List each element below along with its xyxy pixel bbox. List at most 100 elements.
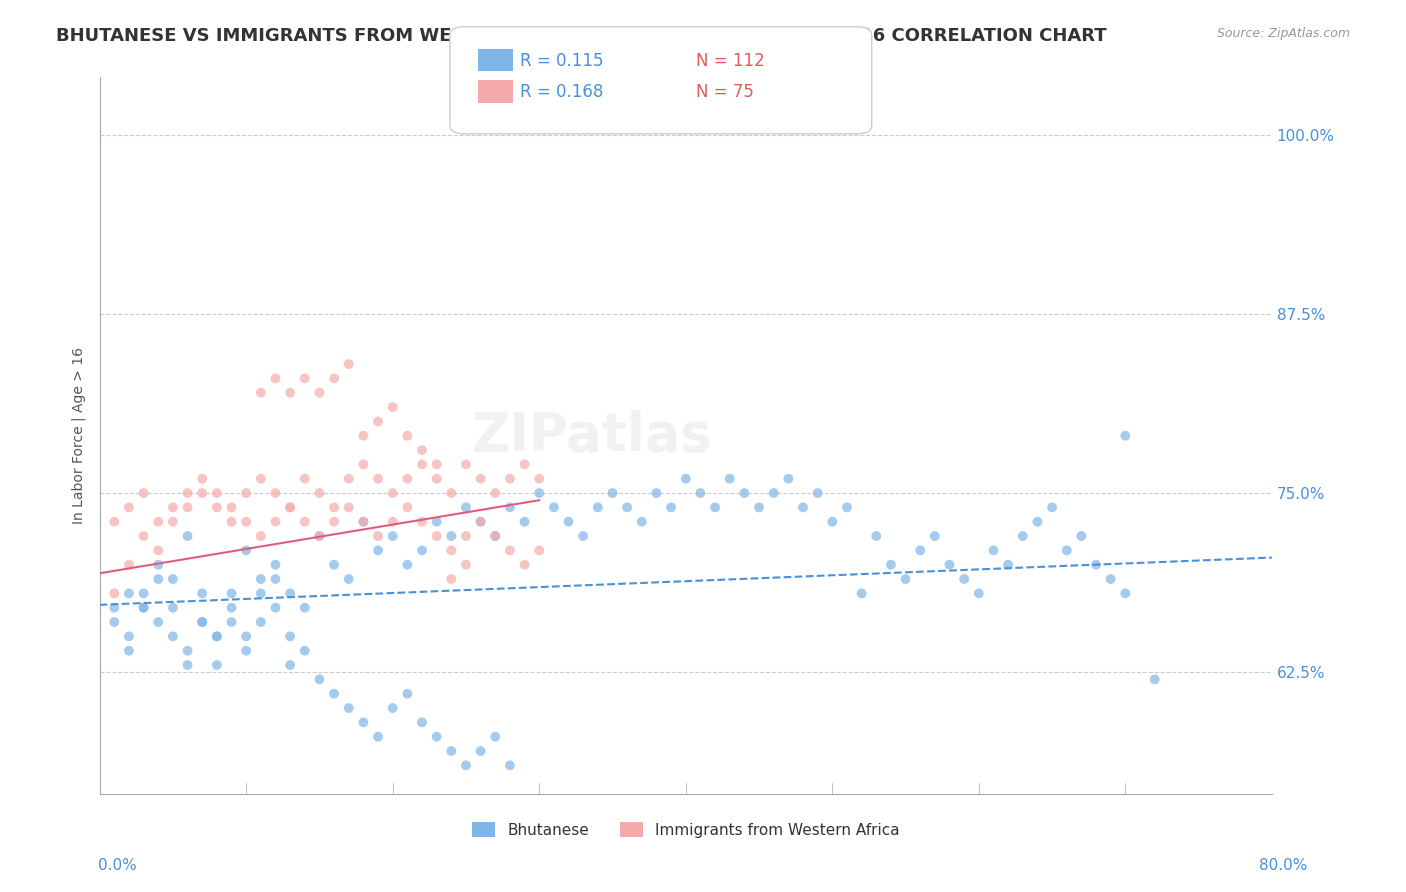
Point [367, 472, 389, 486]
Text: 80.0%: 80.0% [1260, 858, 1308, 872]
Point [221, 600, 243, 615]
Point [294, 472, 316, 486]
Point [1040, 500, 1063, 515]
Text: R = 0.115: R = 0.115 [520, 52, 603, 70]
Point [381, 701, 404, 715]
Point [118, 643, 141, 657]
Point [205, 629, 228, 643]
Point [337, 472, 360, 486]
Point [381, 515, 404, 529]
Point [529, 486, 551, 500]
Point [675, 472, 697, 486]
Point [499, 758, 522, 772]
Point [337, 500, 360, 515]
Point [323, 515, 346, 529]
Point [250, 529, 273, 543]
Point [426, 472, 449, 486]
Point [118, 558, 141, 572]
Point [352, 515, 374, 529]
Legend: Bhutanese, Immigrants from Western Africa: Bhutanese, Immigrants from Western Afric… [465, 815, 905, 844]
Point [967, 586, 990, 600]
Point [191, 472, 214, 486]
Point [411, 543, 433, 558]
Point [367, 543, 389, 558]
Point [352, 515, 374, 529]
Point [235, 486, 257, 500]
Point [426, 730, 449, 744]
Point [221, 515, 243, 529]
Point [294, 371, 316, 385]
Text: N = 112: N = 112 [696, 52, 765, 70]
Point [191, 615, 214, 629]
Point [278, 385, 301, 400]
Point [513, 558, 536, 572]
Point [630, 515, 652, 529]
Point [426, 529, 449, 543]
Point [323, 687, 346, 701]
Point [103, 515, 125, 529]
Point [278, 629, 301, 643]
Point [235, 643, 257, 657]
Point [1085, 558, 1108, 572]
Point [865, 529, 887, 543]
Point [337, 572, 360, 586]
Point [440, 543, 463, 558]
Point [529, 472, 551, 486]
Point [176, 529, 198, 543]
Point [821, 515, 844, 529]
Point [704, 500, 727, 515]
Point [132, 600, 155, 615]
Point [176, 643, 198, 657]
Point [440, 572, 463, 586]
Point [454, 758, 477, 772]
Point [983, 543, 1005, 558]
Point [396, 558, 419, 572]
Point [308, 486, 330, 500]
Point [659, 500, 682, 515]
Point [308, 529, 330, 543]
Point [103, 615, 125, 629]
Point [221, 500, 243, 515]
Point [470, 515, 492, 529]
Point [572, 529, 595, 543]
Point [132, 529, 155, 543]
Point [792, 500, 814, 515]
Point [748, 500, 770, 515]
Point [997, 558, 1019, 572]
Point [470, 744, 492, 758]
Point [250, 586, 273, 600]
Point [132, 600, 155, 615]
Point [308, 673, 330, 687]
Point [278, 658, 301, 673]
Point [148, 543, 170, 558]
Point [308, 385, 330, 400]
Point [396, 428, 419, 442]
Point [250, 572, 273, 586]
Point [235, 629, 257, 643]
Point [1114, 586, 1136, 600]
Point [148, 572, 170, 586]
Point [426, 458, 449, 472]
Point [880, 558, 903, 572]
Point [367, 730, 389, 744]
Point [411, 715, 433, 730]
Point [148, 515, 170, 529]
Point [586, 500, 609, 515]
Point [205, 658, 228, 673]
Point [454, 558, 477, 572]
Y-axis label: In Labor Force | Age > 16: In Labor Force | Age > 16 [72, 347, 86, 524]
Point [381, 529, 404, 543]
Point [235, 543, 257, 558]
Point [264, 486, 287, 500]
Point [103, 600, 125, 615]
Point [484, 486, 506, 500]
Text: BHUTANESE VS IMMIGRANTS FROM WESTERN AFRICA IN LABOR FORCE | AGE > 16 CORRELATIO: BHUTANESE VS IMMIGRANTS FROM WESTERN AFR… [56, 27, 1107, 45]
Point [440, 529, 463, 543]
Point [440, 744, 463, 758]
Point [689, 486, 711, 500]
Point [337, 701, 360, 715]
Point [513, 515, 536, 529]
Point [118, 586, 141, 600]
Point [308, 529, 330, 543]
Text: Source: ZipAtlas.com: Source: ZipAtlas.com [1216, 27, 1350, 40]
